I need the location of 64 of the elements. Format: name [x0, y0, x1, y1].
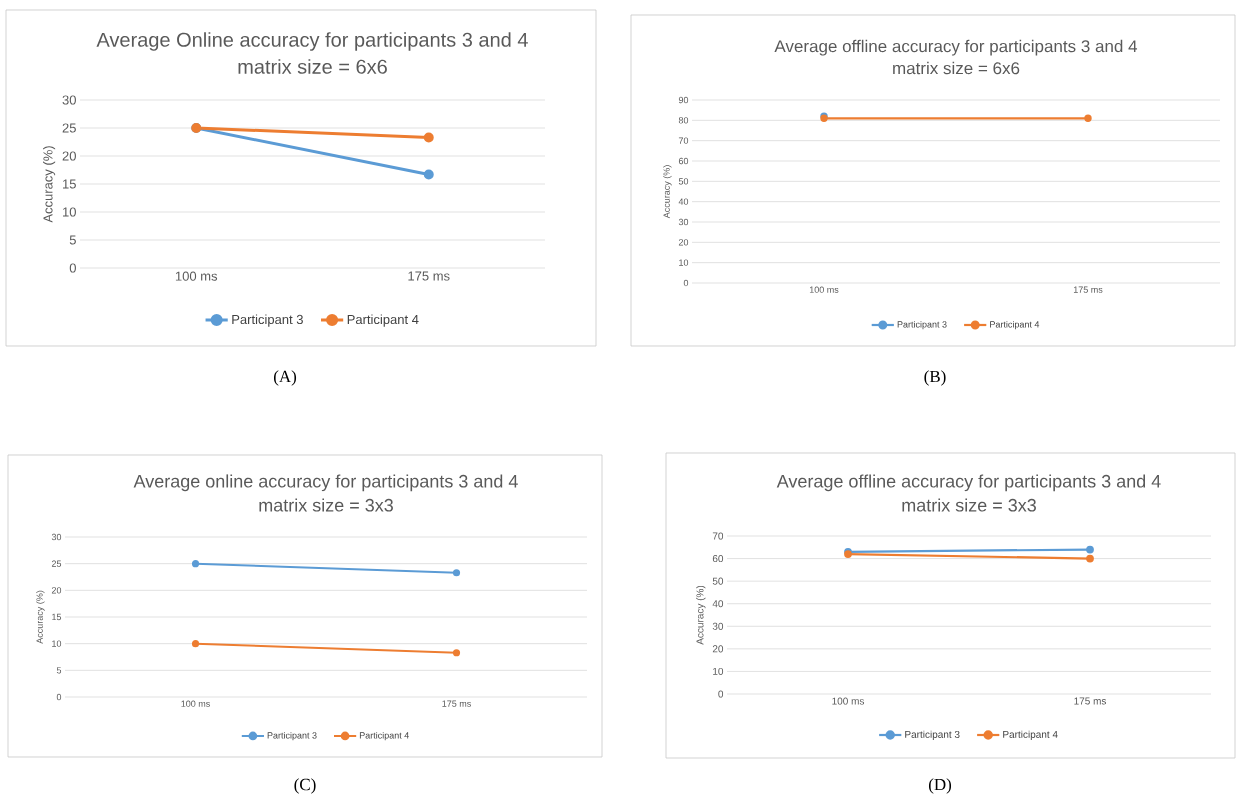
y-tick-label: 20: [678, 239, 689, 246]
legend-label: Participant 3: [267, 731, 317, 741]
y-tick-label: 5: [56, 667, 62, 674]
y-tick-label: 10: [679, 259, 689, 266]
text: (B): [924, 370, 946, 386]
y-tick-label: 10: [713, 667, 724, 675]
y-tick-label: 60: [712, 555, 724, 563]
y-tick-label: 0: [56, 693, 62, 701]
y-tick-label: 20: [712, 645, 724, 653]
chart-title: Average offline accuracy for participants 3 and 4: [776, 474, 1161, 492]
y-tick-label: 0: [683, 279, 689, 287]
y-tick-label: 80: [678, 117, 689, 124]
y-tick-label: 30: [712, 622, 724, 630]
y-tick-label: 90: [678, 96, 689, 104]
y-tick-label: 40: [678, 198, 689, 205]
x-tick-label: 100 ms: [175, 271, 218, 281]
text: (A): [273, 370, 297, 386]
y-tick-label: 15: [52, 613, 62, 621]
chart-subtitle: matrix size = 6x6: [893, 61, 1020, 75]
legend-label: Participant 4: [359, 731, 409, 741]
y-tick-label: 0: [69, 263, 76, 273]
y-tick-label: 25: [62, 123, 76, 133]
y-tick-label: 70: [678, 137, 689, 144]
x-tick-label: 175 ms: [1074, 697, 1107, 705]
y-tick-label: 40: [712, 600, 724, 608]
x-tick-label: 175 ms: [442, 700, 471, 707]
legend-label: Participant 4: [990, 320, 1040, 330]
y-tick-label: 5: [69, 235, 76, 245]
x-tick-label: 175 ms: [408, 271, 450, 281]
x-tick-label: 100 ms: [832, 697, 865, 705]
y-tick-label: 10: [63, 207, 76, 217]
text: (D): [928, 778, 952, 794]
y-tick-label: 15: [63, 179, 76, 189]
y-tick-label: 30: [51, 533, 62, 541]
chart-subtitle: matrix size = 3x3: [259, 498, 393, 512]
y-axis-title: Accuracy (%): [696, 585, 706, 645]
legend-label: Participant 4: [1003, 730, 1058, 740]
y-tick-label: 25: [51, 560, 62, 567]
x-tick-label: 100 ms: [809, 286, 839, 293]
y-tick-label: 30: [678, 218, 689, 226]
y-axis-title: Accuracy (%): [43, 146, 56, 223]
y-tick-label: 10: [52, 640, 62, 647]
y-tick-label: 50: [678, 178, 689, 185]
chart-title: Average Online accuracy for participants 3 and 4: [96, 32, 528, 51]
chart-subtitle: matrix size = 6x6: [238, 59, 387, 74]
text: (C): [294, 778, 316, 794]
legend-label: Participant 3: [897, 320, 947, 330]
x-tick-label: 175 ms: [1073, 286, 1103, 293]
y-tick-label: 20: [62, 151, 76, 161]
y-tick-label: 0: [718, 690, 724, 698]
y-tick-label: 30: [62, 95, 76, 105]
y-axis-title: Accuracy (%): [663, 165, 672, 219]
legend-label: Participant 3: [232, 314, 303, 327]
legend-label: Participant 3: [905, 730, 960, 740]
legend-label: Participant 4: [347, 314, 419, 327]
x-tick-label: 100 ms: [181, 700, 210, 707]
y-axis-title: Accuracy (%): [36, 590, 45, 644]
y-tick-label: 20: [51, 587, 62, 594]
y-tick-label: 60: [678, 157, 689, 165]
chart-title: Average offline accuracy for participants 3 and 4: [774, 39, 1138, 56]
y-tick-label: 70: [712, 532, 724, 540]
chart-subtitle: matrix size = 3x3: [902, 498, 1036, 512]
chart-title: Average online accuracy for participants 3 and 4: [133, 474, 518, 492]
y-tick-label: 50: [712, 577, 724, 585]
